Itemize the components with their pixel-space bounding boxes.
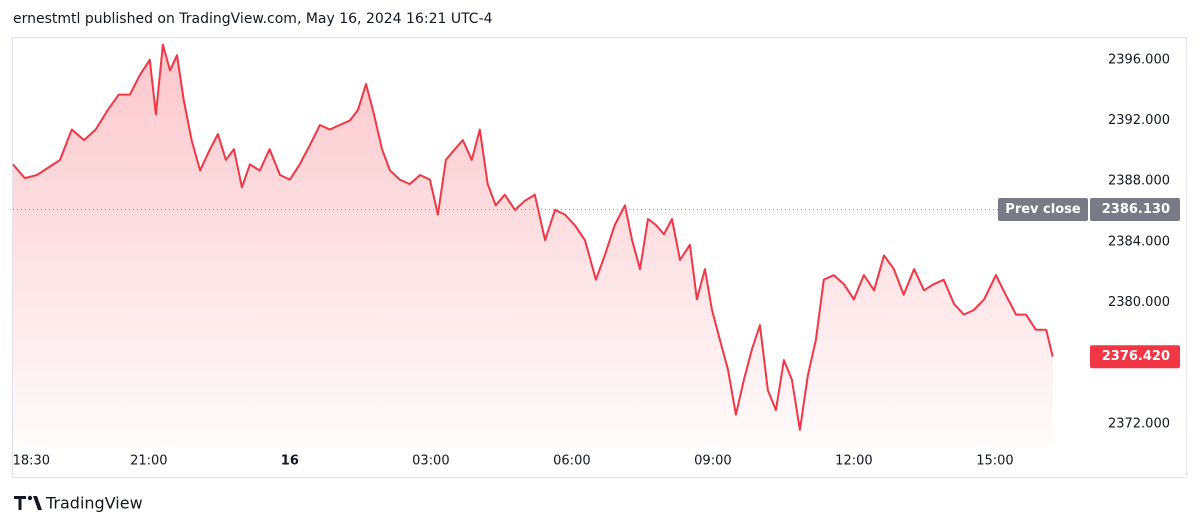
last-price-tag (1090, 345, 1180, 369)
plot (12, 43, 1054, 445)
last-price-value: 2376.420 (1102, 349, 1170, 364)
y-tick-label: 2396.000 (1108, 52, 1170, 67)
x-tick-label: 21:00 (130, 454, 167, 469)
prev-close-value: 2386.130 (1102, 202, 1170, 217)
x-tick-label: 03:00 (412, 454, 449, 469)
y-tick-label: 2372.000 (1108, 416, 1170, 431)
y-tick-label: 2388.000 (1108, 174, 1170, 189)
header: ernestmtl published on TradingView.com, … (13, 11, 493, 27)
y-tick-label: 2392.000 (1108, 113, 1170, 128)
pane-border (12, 37, 1187, 478)
y-tick-label: 2384.000 (1108, 234, 1170, 249)
price-line (12, 43, 1054, 431)
area (13, 44, 1053, 445)
prev-close-tag (998, 197, 1088, 221)
logo (14, 495, 42, 510)
x-tick-label: 15:00 (976, 454, 1013, 469)
x-tick-label: 09:00 (694, 454, 731, 469)
footer-brand: TradingView (45, 494, 143, 513)
prev-close-name: Prev close (1005, 202, 1081, 217)
y-tick-label: 2380.000 (1108, 295, 1170, 310)
x-tick-label: 06:00 (553, 454, 590, 469)
x-tick-label: 16 (281, 454, 299, 469)
x-tick-label: 12:00 (835, 454, 872, 469)
x-tick-label: 18:30 (13, 454, 50, 469)
prev-close-value-tag (1090, 197, 1180, 221)
